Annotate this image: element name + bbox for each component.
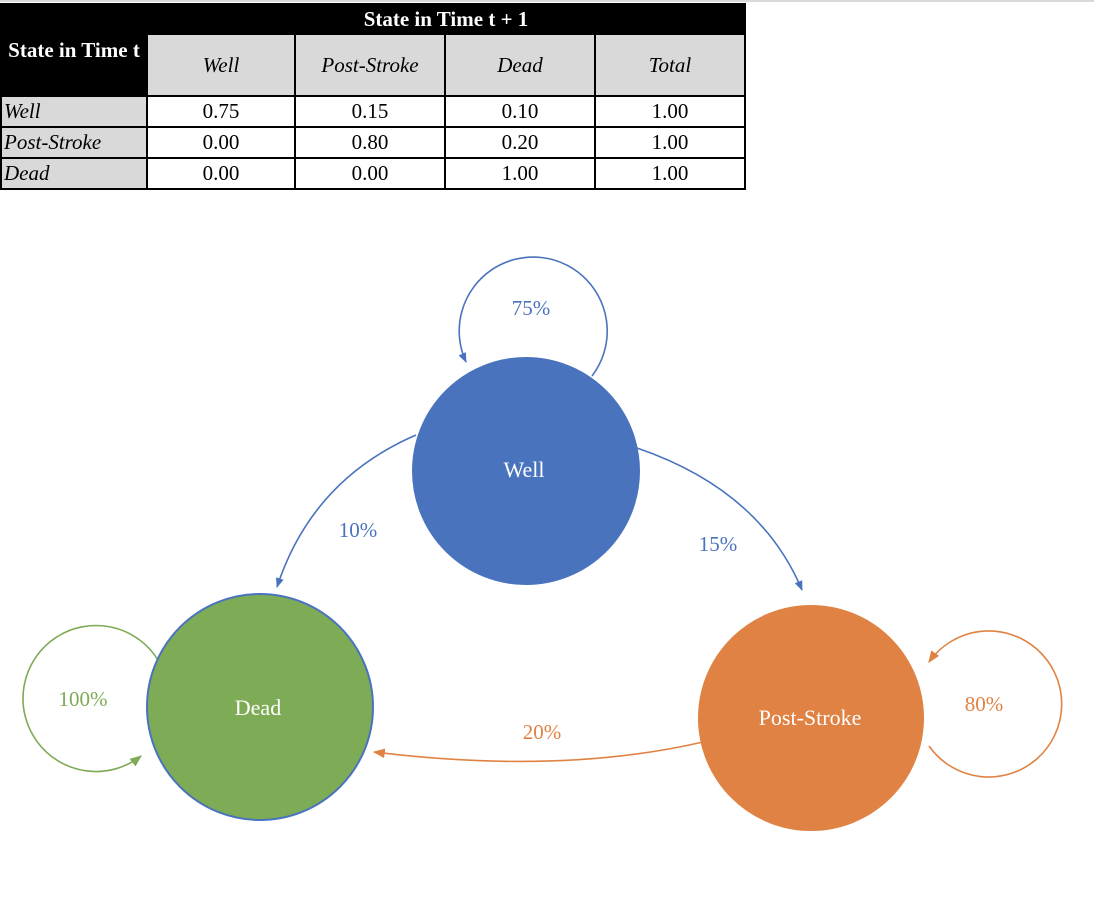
table-cell: 0.75 xyxy=(146,95,296,128)
column-header-well: Well xyxy=(146,33,296,97)
table-row: Post-Stroke 0.00 0.80 0.20 1.00 xyxy=(0,126,746,159)
node-well-label: Well xyxy=(504,457,545,482)
node-dead-label: Dead xyxy=(235,695,281,720)
top-border-line xyxy=(0,0,1094,2)
node-dead xyxy=(146,593,374,821)
table-cell: 1.00 xyxy=(444,157,596,190)
row-label-dead: Dead xyxy=(0,157,148,190)
node-post-stroke-label: Post-Stroke xyxy=(759,705,862,730)
table-cell: 0.00 xyxy=(146,157,296,190)
node-post-stroke xyxy=(698,605,924,831)
transition-matrix-table: State in Time t State in Time t + 1 Well… xyxy=(0,3,746,190)
table-cell: 0.10 xyxy=(444,95,596,128)
table-row: Well 0.75 0.15 0.10 1.00 xyxy=(0,95,746,128)
table-cell: 1.00 xyxy=(594,157,746,190)
column-header-dead: Dead xyxy=(444,33,596,97)
edge-label-post-stroke-to-dead: 20% xyxy=(523,720,562,744)
column-group-header: State in Time t + 1 xyxy=(146,3,746,35)
edge-well-to-post-stroke xyxy=(636,447,803,591)
edge-post-stroke-to-dead xyxy=(372,741,704,763)
table-cell: 1.00 xyxy=(594,95,746,128)
table-cell: 0.00 xyxy=(146,126,296,159)
edge-well-to-dead xyxy=(275,434,417,588)
edge-well-self-loop xyxy=(458,256,609,377)
table-cell: 0.80 xyxy=(294,126,446,159)
table-cell: 0.15 xyxy=(294,95,446,128)
edge-label-dead-self: 100% xyxy=(59,687,108,711)
edge-label-well-self: 75% xyxy=(512,296,551,320)
edge-post-stroke-self-loop xyxy=(928,630,1063,778)
edge-dead-self-loop xyxy=(22,624,159,773)
row-label-well: Well xyxy=(0,95,148,128)
edge-label-well-to-dead: 10% xyxy=(339,518,378,542)
table-cell: 1.00 xyxy=(594,126,746,159)
table-cell: 0.00 xyxy=(294,157,446,190)
row-header-label: State in Time t xyxy=(0,3,148,97)
table-cell: 0.20 xyxy=(444,126,596,159)
edge-label-post-stroke-self: 80% xyxy=(965,692,1004,716)
table-row: Dead 0.00 0.00 1.00 1.00 xyxy=(0,157,746,190)
column-header-post-stroke: Post-Stroke xyxy=(294,33,446,97)
edge-label-well-to-post-stroke: 15% xyxy=(699,532,738,556)
row-label-post-stroke: Post-Stroke xyxy=(0,126,148,159)
node-well xyxy=(412,357,640,585)
column-header-total: Total xyxy=(594,33,746,97)
